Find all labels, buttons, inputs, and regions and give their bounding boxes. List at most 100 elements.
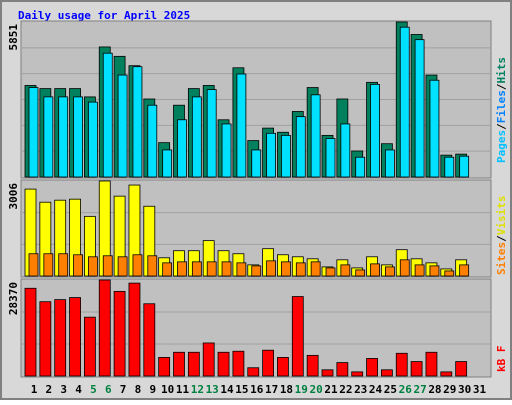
x-tick-label: 11 (176, 383, 190, 396)
series-label-part: kB F (495, 346, 508, 373)
bar (429, 265, 440, 277)
x-tick-label: 20 (310, 383, 323, 396)
bar (88, 101, 98, 178)
bar (117, 256, 128, 277)
series-label-part: Visits (495, 196, 508, 236)
x-tick-label: 26 (399, 383, 413, 396)
bar (277, 357, 289, 377)
bar (128, 282, 141, 377)
x-tick-label: 23 (354, 383, 367, 396)
bar (69, 297, 81, 377)
bar (24, 287, 37, 377)
bar (281, 261, 291, 277)
x-tick-label: 19 (295, 383, 308, 396)
x-tick-label: 5 (90, 383, 97, 396)
bar (444, 270, 455, 277)
x-tick-label: 18 (280, 383, 293, 396)
bar (247, 367, 260, 377)
bar (410, 361, 423, 377)
bar (132, 254, 143, 277)
bar (177, 261, 187, 277)
chart-title: Daily usage for April 2025 (18, 9, 190, 22)
bar (102, 255, 113, 277)
bar (177, 119, 187, 178)
x-tick-label: 22 (339, 383, 352, 396)
bar (173, 351, 185, 377)
bar (251, 149, 262, 178)
bar (221, 123, 232, 178)
bar (206, 89, 217, 178)
y-max-label: 3006 (7, 183, 20, 210)
bar (54, 299, 67, 377)
bar (102, 52, 113, 178)
bar (291, 296, 304, 377)
bar (384, 266, 395, 277)
bar (262, 349, 275, 377)
bar (459, 155, 470, 178)
x-tick-label: 7 (120, 383, 127, 396)
bar (455, 361, 468, 377)
x-tick-label: 16 (250, 383, 264, 396)
bar (117, 74, 128, 178)
bar (310, 94, 321, 178)
bar (325, 138, 336, 178)
x-tick-label: 25 (384, 383, 397, 396)
x-tick-label: 3 (60, 383, 67, 396)
bar (43, 253, 54, 277)
bar (384, 149, 395, 178)
bar (414, 39, 425, 178)
bar (143, 303, 156, 377)
x-tick-label: 17 (265, 383, 278, 396)
x-tick-label: 14 (220, 383, 234, 396)
x-tick-label: 4 (75, 383, 82, 396)
x-tick-label: 24 (369, 383, 383, 396)
series-label: Sites/Visits (495, 196, 508, 276)
bar (440, 371, 453, 377)
bar (232, 350, 245, 377)
bar (459, 264, 470, 277)
bar (73, 96, 83, 178)
bar (43, 96, 54, 178)
x-tick-label: 27 (413, 383, 426, 396)
x-tick-label: 12 (191, 383, 204, 396)
bar (340, 123, 351, 178)
bar (158, 357, 171, 377)
series-label-part: / (495, 123, 508, 130)
bar (306, 354, 319, 377)
x-tick-label: 15 (235, 383, 248, 396)
bar (340, 264, 351, 277)
bar (187, 351, 200, 377)
bar (395, 352, 408, 377)
bar (444, 156, 455, 178)
series-label: kB F (495, 346, 508, 373)
bar (236, 262, 247, 277)
x-tick-label: 29 (443, 383, 456, 396)
x-tick-label: 10 (161, 383, 174, 396)
bar (191, 96, 202, 178)
x-tick-label: 21 (324, 383, 338, 396)
bar (310, 261, 321, 277)
bar (251, 265, 262, 277)
bar (84, 316, 96, 377)
bar (217, 351, 230, 377)
series-label: Pages/Files/Hits (495, 57, 508, 163)
y-max-label: 28370 (7, 282, 20, 315)
bar (73, 254, 83, 277)
bar (366, 358, 378, 377)
bar (370, 84, 380, 178)
series-label-part: Sites (495, 242, 508, 275)
series-label-part: Hits (495, 57, 508, 84)
bar (295, 262, 306, 277)
bar (191, 261, 202, 277)
bar (281, 134, 291, 178)
bar (325, 267, 336, 277)
bar (399, 259, 410, 277)
bar (206, 261, 217, 277)
bar (266, 132, 277, 178)
x-tick-label: 9 (149, 383, 156, 396)
bar (236, 73, 247, 178)
series-label-part: Files (495, 90, 508, 123)
bar (295, 116, 306, 178)
